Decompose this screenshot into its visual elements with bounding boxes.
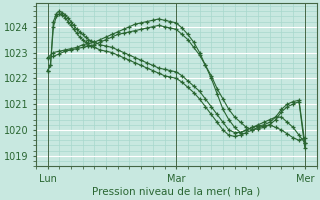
X-axis label: Pression niveau de la mer( hPa ): Pression niveau de la mer( hPa ) [92,187,260,197]
